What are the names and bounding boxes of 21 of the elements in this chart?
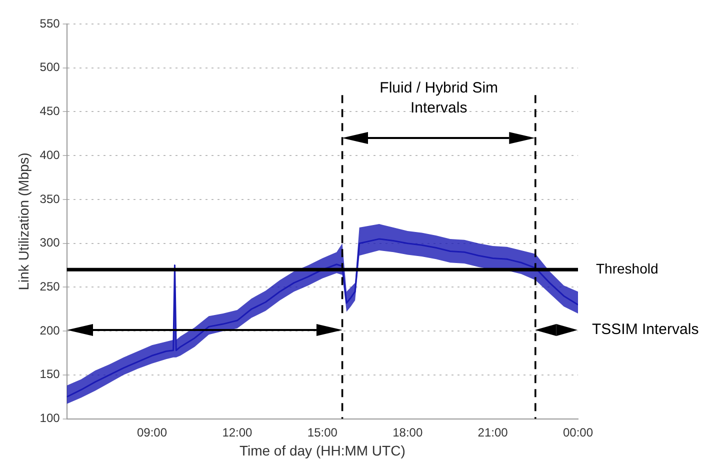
x-tick-label: 09:00 xyxy=(137,425,168,440)
y-tick-label: 350 xyxy=(40,192,60,206)
x-axis-title: Time of day (HH:MM UTC) xyxy=(239,442,406,458)
y-tick-label: 450 xyxy=(40,104,60,118)
annotation: Fluid / Hybrid Sim Intervals xyxy=(380,80,498,117)
ref-line-label: Threshold xyxy=(596,260,658,277)
x-tick-label: 21:00 xyxy=(478,425,508,440)
x-tick-label: 00:00 xyxy=(562,425,594,440)
x-tick-label: 12:00 xyxy=(222,425,253,440)
y-axis-title: Link Utilization (Mbps) xyxy=(15,152,32,290)
y-tick-label: 100 xyxy=(40,411,60,426)
y-tick-label: 150 xyxy=(40,367,60,382)
y-tick-label: 200 xyxy=(40,323,60,338)
x-tick-label: 18:00 xyxy=(392,425,423,440)
y-tick-label: 400 xyxy=(40,148,60,162)
y-tick-label: 500 xyxy=(40,60,60,74)
y-tick-label: 250 xyxy=(40,280,60,294)
text: TSSIM Intervals xyxy=(592,321,699,338)
x-tick-label: 15:00 xyxy=(307,425,338,440)
y-tick-label: 550 xyxy=(40,16,60,30)
y-tick-label: 300 xyxy=(40,236,60,250)
